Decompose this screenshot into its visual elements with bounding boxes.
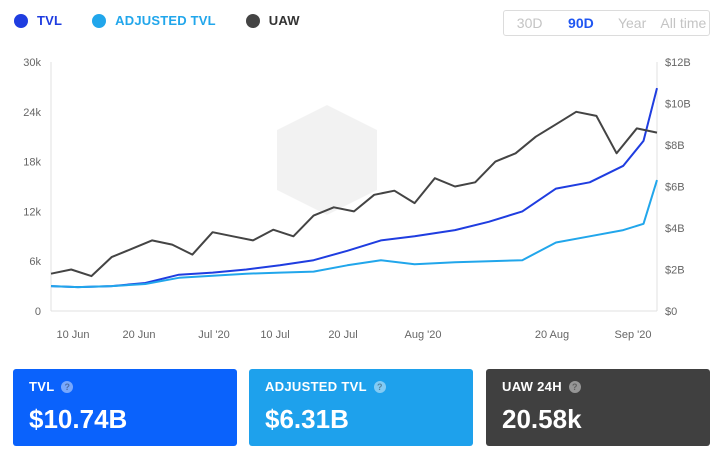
uaw-24h-card-header: UAW 24H ? [502, 379, 694, 394]
y-right-tick-label: $6B [665, 182, 685, 194]
adjusted-tvl-card-value: $6.31B [265, 404, 349, 434]
y-right-tick-label: $10B [665, 99, 691, 111]
uaw-24h-card: UAW 24H ? 20.58k [486, 369, 710, 446]
series-line-tvl [50, 87, 658, 289]
series-lines [50, 87, 658, 289]
uaw-dot-icon [245, 13, 260, 28]
chart-legend: TVL ADJUSTED TVL UAW [14, 13, 330, 28]
adjusted-tvl-card-header: ADJUSTED TVL ? [265, 379, 457, 394]
legend-label-uaw: UAW [268, 13, 300, 28]
range-90d-button[interactable]: 90D [568, 15, 594, 31]
tvl-card-value: $10.74B [29, 404, 128, 434]
adjusted-tvl-card: ADJUSTED TVL ? $6.31B [249, 369, 473, 446]
legend-item-tvl[interactable]: TVL [14, 13, 62, 28]
info-icon[interactable]: ? [568, 380, 581, 393]
y-right-tick-label: $4B [665, 223, 685, 235]
x-tick-label: Jul '20 [198, 329, 229, 341]
tvl-card-title: TVL [29, 379, 55, 394]
y-right-tick-label: $0 [665, 306, 677, 318]
y-right-axis: $0 $2B $4B $6B $8B $10B $12B [665, 57, 691, 318]
legend-label-adjusted-tvl: ADJUSTED TVL [115, 13, 216, 28]
series-line-uaw [50, 110, 658, 278]
adjusted-tvl-dot-icon [92, 13, 107, 28]
y-right-tick-label: $8B [665, 140, 685, 152]
x-tick-label: 20 Aug [535, 329, 569, 341]
range-all-time-button[interactable]: All time [660, 15, 707, 31]
series-line-adjusted-tvl [50, 179, 658, 289]
x-tick-label: 20 Jul [328, 329, 357, 341]
tvl-card-header: TVL ? [29, 379, 221, 394]
y-right-tick-label: $2B [665, 265, 685, 277]
adjusted-tvl-card-title: ADJUSTED TVL [265, 379, 367, 394]
x-axis: 10 Jun 20 Jun Jul '20 10 Jul 20 Jul Aug '20 20… [56, 329, 651, 341]
legend-label-tvl: TVL [37, 13, 63, 28]
tvl-dot-icon [14, 13, 28, 28]
y-left-tick-label: 6k [29, 256, 41, 268]
time-range-selector: 30D 90D Year All time [503, 10, 710, 36]
x-tick-label: Sep '20 [615, 329, 652, 341]
watermark-logo-icon [277, 105, 377, 215]
y-left-tick-label: 0 [35, 306, 41, 318]
y-right-tick-label: $12B [665, 57, 691, 69]
range-year-button[interactable]: Year [617, 15, 647, 31]
y-left-tick-label: 12k [23, 206, 41, 218]
info-icon[interactable]: ? [373, 380, 386, 393]
tvl-card: TVL ? $10.74B [13, 369, 237, 446]
y-left-tick-label: 18k [23, 157, 41, 169]
x-tick-label: 10 Jul [260, 329, 289, 341]
line-chart: 0 6k 12k 18k 24k 30k $0 $2B $4B $6B $8B $10B $12B 1… [23, 57, 691, 341]
range-30d-button[interactable]: 30D [516, 15, 543, 31]
y-left-tick-label: 24k [23, 107, 41, 119]
legend-item-adjusted-tvl[interactable]: ADJUSTED TVL [92, 13, 216, 28]
legend-item-uaw[interactable]: UAW [245, 13, 300, 28]
x-tick-label: Aug '20 [405, 329, 442, 341]
y-left-tick-label: 30k [23, 57, 41, 69]
uaw-24h-card-value: 20.58k [502, 404, 582, 434]
x-tick-label: 10 Jun [56, 329, 89, 341]
info-icon[interactable]: ? [61, 380, 74, 393]
y-left-axis: 0 6k 12k 18k 24k 30k [23, 57, 41, 318]
x-tick-label: 20 Jun [122, 329, 155, 341]
uaw-24h-card-title: UAW 24H [502, 379, 562, 394]
